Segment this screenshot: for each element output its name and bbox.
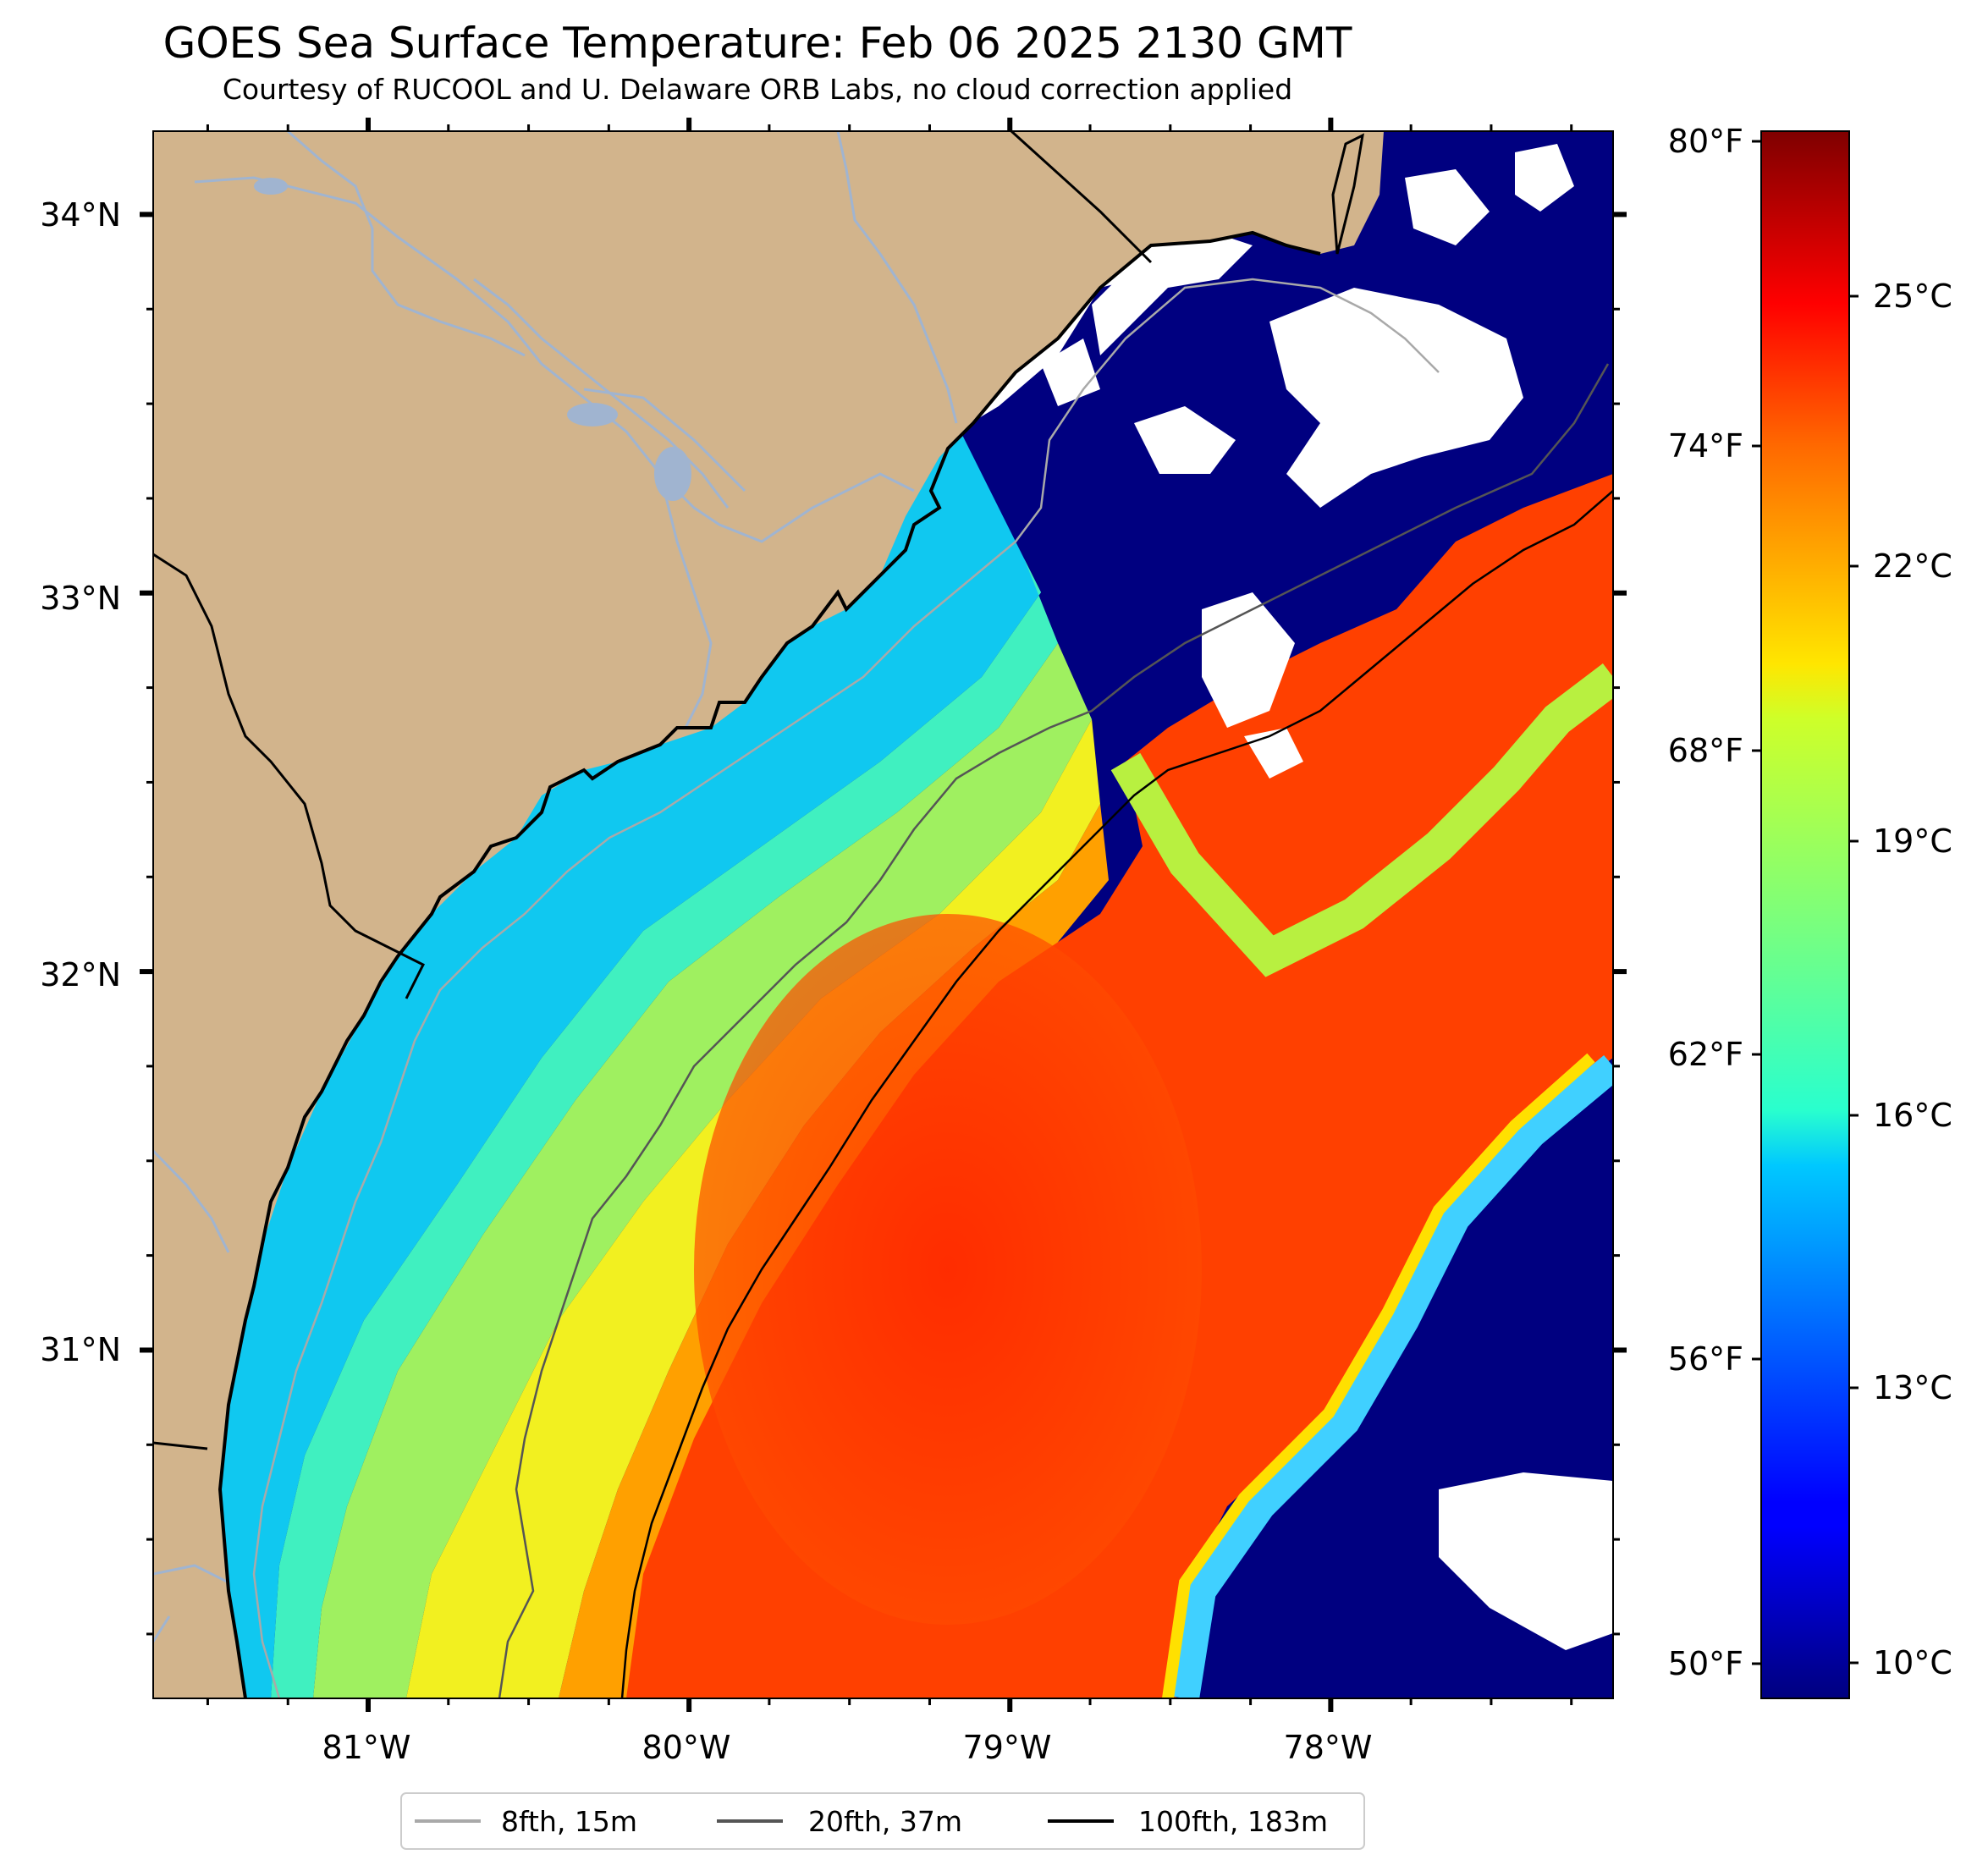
isobath-20fth (498, 363, 1610, 1698)
sst-front-east (1110, 663, 1613, 977)
state-borders (153, 131, 1153, 1450)
lat-tick-label: 31°N (40, 1331, 121, 1368)
map-title: GOES Sea Surface Temperature: Feb 06 202… (162, 19, 1352, 68)
colorbar-f-ticks (1752, 140, 1761, 1665)
rivers (153, 131, 958, 1643)
isobath-8fth (252, 278, 1440, 1698)
sst-front-southeast-inner (1162, 1053, 1595, 1698)
lon-tick-label: 78°W (1284, 1729, 1373, 1766)
lake-moultrie (567, 403, 618, 426)
colorbar-c-label: 10°C (1873, 1644, 1952, 1681)
cloud-masks (956, 144, 1613, 1650)
legend-label-8fth: 8fth, 15m (501, 1805, 637, 1838)
colorbar-f-label: 74°F (1668, 427, 1743, 465)
colorbar: 80°F 74°F 68°F 62°F 56°F 50°F 25°C 22°C … (1668, 123, 1952, 1699)
lat-tick-labels: 34°N 33°N 32°N 31°N (40, 196, 121, 1368)
colorbar-c-label: 13°C (1873, 1369, 1952, 1406)
colorbar-c-label: 22°C (1873, 548, 1952, 585)
sst-front-southeast (1170, 1054, 1613, 1698)
isobath-legend: 8fth, 15m 20fth, 37m 100fth, 183m (400, 1792, 1365, 1850)
lon-tick-label: 80°W (642, 1729, 731, 1766)
map-panel (153, 131, 1613, 1698)
isobath-100fth (620, 490, 1613, 1698)
legend-label-100fth: 100fth, 183m (1138, 1805, 1328, 1838)
lat-tick-label: 33°N (40, 580, 121, 617)
lon-tick-label: 79°W (963, 1729, 1052, 1766)
map-frame (152, 130, 1614, 1699)
barrier-island (1331, 133, 1364, 255)
land (153, 131, 1384, 1698)
colorbar-f-label: 56°F (1668, 1340, 1743, 1378)
colorbar-c-label: 19°C (1873, 823, 1952, 860)
sst-band-green (313, 643, 1092, 1698)
colorbar-f-label: 68°F (1668, 732, 1743, 769)
map-ticks (140, 118, 1627, 1712)
map-subtitle: Courtesy of RUCOOL and U. Delaware ORB L… (222, 73, 1293, 106)
colorbar-gradient (1760, 130, 1850, 1699)
colorbar-c-label: 16°C (1873, 1097, 1952, 1134)
lon-tick-label: 81°W (322, 1729, 411, 1766)
coastline (218, 230, 1321, 1698)
sst-warm-core (694, 914, 1202, 1625)
colorbar-c-ticks (1849, 294, 1859, 1665)
lon-tick-labels: 81°W 80°W 79°W 78°W (322, 1729, 1373, 1766)
lake-marion (654, 447, 691, 501)
colorbar-c-label: 25°C (1873, 278, 1952, 315)
colorbar-f-label: 62°F (1668, 1036, 1743, 1073)
legend-label-20fth: 20fth, 37m (808, 1805, 962, 1838)
lat-tick-label: 34°N (40, 196, 121, 234)
legend-box (400, 1792, 1365, 1850)
colorbar-f-label: 80°F (1668, 123, 1743, 160)
reservoir (254, 178, 288, 195)
lat-tick-label: 32°N (40, 956, 121, 993)
colorbar-f-label: 50°F (1668, 1645, 1743, 1682)
